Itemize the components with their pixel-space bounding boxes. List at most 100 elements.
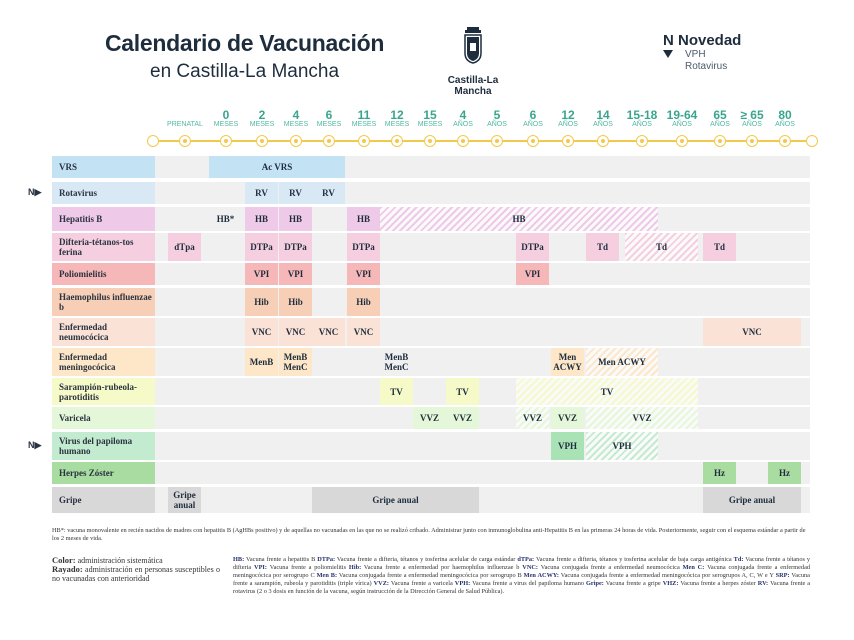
row-band bbox=[155, 462, 810, 484]
dose-label: Gripe anual bbox=[173, 490, 196, 510]
row-label-text: Sarampión-rubeola-parotiditis bbox=[59, 381, 138, 402]
column-number bbox=[165, 108, 205, 121]
timeline-dot bbox=[391, 135, 403, 147]
row-label-text: Hepatitis B bbox=[59, 214, 103, 224]
dose-cell: VPI bbox=[279, 263, 312, 285]
abbreviation-term: VPH: bbox=[454, 580, 471, 587]
timeline-dot bbox=[179, 135, 191, 147]
dose-cell: Gripe anual bbox=[168, 487, 201, 513]
column-header: 12 MESES bbox=[377, 108, 417, 128]
dose-label: TV bbox=[456, 386, 469, 397]
timeline-dot-inner bbox=[749, 138, 754, 143]
column-unit: MESES bbox=[417, 121, 443, 128]
dose-cell: dTpa bbox=[168, 233, 201, 261]
row-label-text: Enfermedad meningocócica bbox=[59, 352, 116, 372]
column-header: 6 AÑOS bbox=[513, 108, 553, 128]
logo: Castilla-La Mancha bbox=[428, 26, 518, 97]
row-label-text: Difteria-tétanos-tos ferina bbox=[59, 237, 134, 257]
dose-label: VVZ bbox=[522, 413, 542, 423]
timeline-dot-inner bbox=[565, 138, 570, 143]
column-number: 6 bbox=[529, 108, 537, 122]
triangle-down-icon bbox=[663, 50, 673, 58]
timeline-dot-inner bbox=[259, 138, 264, 143]
dose-label: VPI bbox=[524, 269, 541, 279]
column-number: 12 bbox=[390, 108, 404, 122]
dose-cell: VNC bbox=[245, 318, 278, 346]
row-band bbox=[155, 487, 810, 513]
row-label: Rotavirus bbox=[52, 182, 155, 204]
column-unit: AÑOS bbox=[523, 121, 543, 128]
timeline-dot bbox=[597, 135, 609, 147]
timeline-dot bbox=[358, 135, 370, 147]
dose-cell: VNC bbox=[312, 318, 345, 346]
dose-cell: VVZ bbox=[413, 407, 446, 429]
abbreviation-description: Vacuna frente a herpes zóster bbox=[680, 580, 756, 587]
dose-label: Gripe anual bbox=[728, 495, 776, 505]
column-number: 4 bbox=[292, 108, 300, 122]
column-unit: AÑOS bbox=[453, 121, 473, 128]
timeline-dot bbox=[562, 135, 574, 147]
column-header: 15-18 AÑOS bbox=[622, 108, 662, 128]
column-unit: MESES bbox=[283, 121, 309, 128]
dose-cell: DTPa bbox=[516, 233, 549, 261]
column-number: 4 bbox=[459, 108, 467, 122]
column-unit: AÑOS bbox=[558, 121, 578, 128]
abbreviation-term: Men C: bbox=[682, 564, 705, 571]
abbreviation-description: Vacuna frente a tétanos y difteria bbox=[233, 556, 810, 571]
novedad-item: Rotavirus bbox=[685, 61, 728, 72]
dose-label: Men ACWY bbox=[553, 352, 582, 372]
abbreviation-term: Gripe: bbox=[586, 580, 604, 587]
row-label-text: Varicela bbox=[59, 413, 91, 423]
abbreviation-description: Vacuna frente a rotavirus (2 o 3 dosis e… bbox=[233, 580, 811, 595]
column-number: 6 bbox=[325, 108, 333, 122]
abbreviation-term: HB: bbox=[233, 556, 245, 563]
abbreviation-term: Men ACWY: bbox=[523, 572, 559, 579]
abbreviation-term: VNC: bbox=[522, 564, 539, 571]
timeline-dot-inner bbox=[639, 138, 644, 143]
timeline-dot bbox=[220, 135, 232, 147]
timeline-dot-inner bbox=[600, 138, 605, 143]
timeline-dot bbox=[676, 135, 688, 147]
row-band bbox=[155, 432, 810, 460]
page-subtitle: en Castilla-La Mancha bbox=[150, 61, 340, 82]
dose-cell: MenB MenC bbox=[279, 348, 312, 376]
abbreviation-term: Td: bbox=[733, 556, 744, 563]
column-unit: MESES bbox=[384, 121, 410, 128]
dose-label: VVZ bbox=[557, 413, 577, 423]
dose-label: Hz bbox=[714, 468, 725, 478]
timeline-dot bbox=[527, 135, 539, 147]
abbreviation-description: Vacuna conjugada frente a enfermedad men… bbox=[560, 572, 774, 579]
dose-cell: Td bbox=[586, 233, 619, 261]
column-number: 0 bbox=[222, 108, 230, 122]
dose-cell: TV bbox=[446, 378, 479, 405]
dose-label: DTPa bbox=[284, 242, 307, 252]
abbreviation-term: VVZ: bbox=[373, 580, 389, 587]
abbreviation-term: DTPa: bbox=[317, 556, 336, 563]
dose-label: VPI bbox=[287, 269, 304, 279]
legend-hatch-label: Rayado: bbox=[52, 564, 83, 574]
row-label-text: Herpes Zóster bbox=[59, 468, 114, 478]
timeline-dot-inner bbox=[717, 138, 722, 143]
column-header: 4 AÑOS bbox=[443, 108, 483, 128]
column-header: 11 MESES bbox=[344, 108, 384, 128]
column-header: PRENATAL bbox=[165, 108, 205, 128]
dose-label: MenB bbox=[249, 357, 274, 367]
dose-cell: HB bbox=[245, 207, 278, 231]
dose-label: Td bbox=[596, 242, 608, 252]
column-number: 11 bbox=[357, 108, 371, 122]
abbreviation-description: Vacuna conjugada frente a enfermedad men… bbox=[338, 572, 522, 579]
timeline-dot-inner bbox=[182, 138, 187, 143]
column-unit: AÑOS bbox=[742, 121, 762, 128]
dose-label: TV bbox=[390, 386, 403, 397]
timeline-dot-inner bbox=[326, 138, 331, 143]
novedad-legend: N Novedad VPH Rotavirus bbox=[663, 32, 741, 73]
timeline-dot bbox=[746, 135, 758, 147]
abbreviation-description: Vacuna frente a hepatitis B bbox=[246, 556, 316, 563]
abbreviation-description: Vacuna conjugada frente a enfermedad neu… bbox=[540, 564, 680, 571]
dose-cell: VNC bbox=[279, 318, 312, 346]
dose-cell: VPI bbox=[347, 263, 380, 285]
abbreviation-description: Vacuna frente a gripe bbox=[605, 580, 661, 587]
column-unit: MESES bbox=[316, 121, 342, 128]
column-header: 65 AÑOS bbox=[700, 108, 740, 128]
legend-hatch-text: administración en personas susceptibles … bbox=[52, 565, 220, 583]
